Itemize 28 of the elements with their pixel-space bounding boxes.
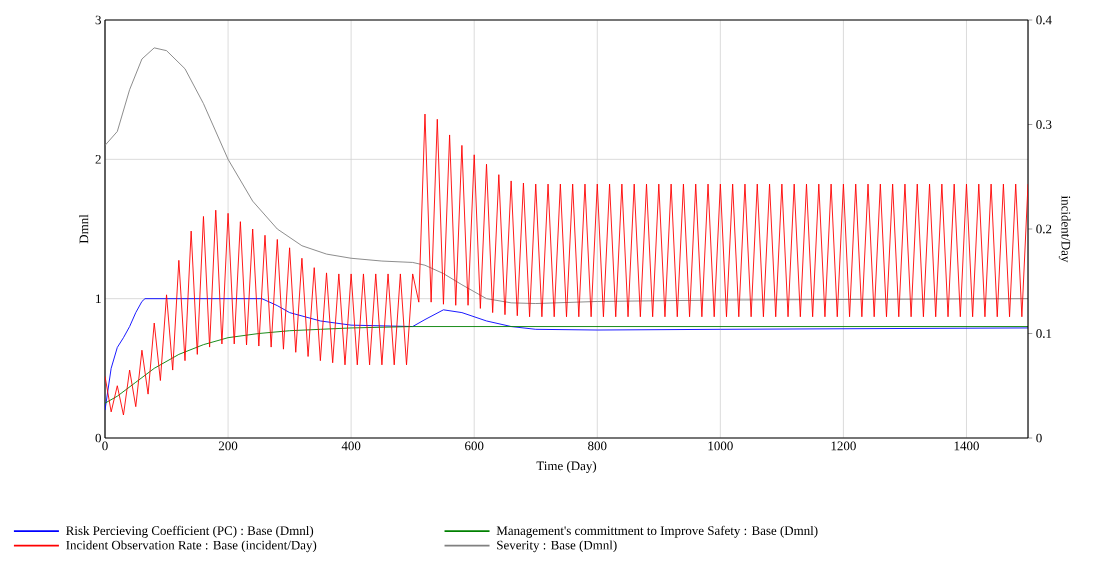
y-tick-label: 3 bbox=[95, 15, 101, 25]
y2-tick-label: 0.1 bbox=[1036, 329, 1052, 338]
x-tick-label: 600 bbox=[465, 441, 484, 451]
legend-label: Risk Percieving Coefficient (PC) : Base (Dmnl) bbox=[66, 525, 314, 538]
x-tick-label: 400 bbox=[341, 441, 361, 451]
x-tick-label: 1000 bbox=[708, 441, 733, 451]
y2-axis-title: incident/Day bbox=[1058, 195, 1071, 263]
y2-tick-label: 0.2 bbox=[1036, 224, 1052, 234]
legend-label: Management's committment to Improve Safety : Base (Dmnl) bbox=[496, 525, 818, 538]
legend-label: Severity : Base (Dmnl) bbox=[497, 540, 617, 553]
y-tick-label: 0 bbox=[95, 433, 101, 443]
y-axis-title: Dmnl bbox=[79, 214, 89, 244]
line-series bbox=[105, 113, 1029, 416]
x-tick-label: 0 bbox=[102, 441, 108, 451]
line-series bbox=[105, 47, 1029, 304]
x-tick-label: 1200 bbox=[831, 441, 856, 451]
y2-tick-label: 0.4 bbox=[1036, 15, 1052, 25]
x-tick-label: 200 bbox=[218, 441, 238, 451]
y-tick-label: 1 bbox=[96, 294, 101, 303]
x-axis-title: Time (Day) bbox=[536, 461, 597, 473]
y2-tick-label: 0.3 bbox=[1036, 120, 1052, 129]
line-series bbox=[105, 326, 1029, 404]
y-tick-label: 2 bbox=[95, 155, 101, 164]
x-tick-label: 1400 bbox=[954, 441, 979, 451]
x-tick-label: 800 bbox=[588, 441, 607, 451]
legend-label: Incident Observation Rate : Base (incident/Day) bbox=[66, 540, 317, 553]
line-series bbox=[105, 298, 1029, 411]
y2-tick-label: 0 bbox=[1036, 433, 1042, 443]
